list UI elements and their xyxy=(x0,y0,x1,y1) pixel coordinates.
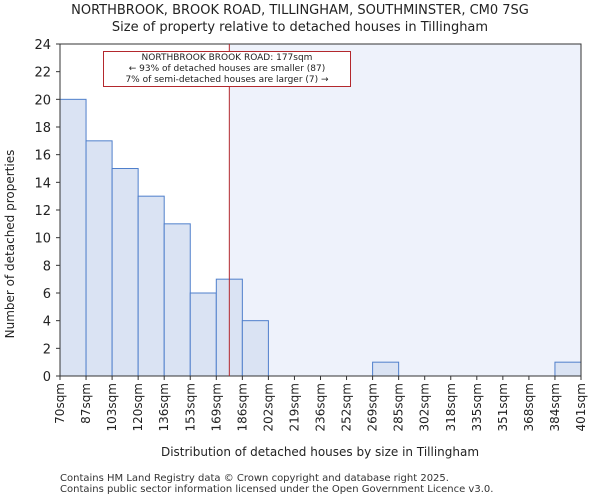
x-axis-label: Distribution of detached houses by size … xyxy=(161,445,479,459)
x-tick-label: 335sqm xyxy=(470,383,484,431)
y-tick-label: 20 xyxy=(34,93,51,108)
histogram-bar xyxy=(137,195,165,377)
histogram-bar xyxy=(59,98,87,377)
y-tick-label: 12 xyxy=(34,204,51,219)
histogram-bar xyxy=(85,140,113,377)
property-annotation-box: NORTHBROOK BROOK ROAD: 177sqm ← 93% of d… xyxy=(103,51,351,87)
x-tick-label: 384sqm xyxy=(548,383,562,431)
x-tick-label: 401sqm xyxy=(574,383,588,431)
footer-licence: Contains public sector information licen… xyxy=(60,484,494,495)
histogram-bar xyxy=(241,320,269,377)
y-tick-label: 14 xyxy=(34,176,51,191)
x-tick-label: 269sqm xyxy=(366,383,380,431)
histogram-bar xyxy=(189,292,217,377)
y-tick-label: 10 xyxy=(34,232,51,247)
x-tick-label: 186sqm xyxy=(235,383,249,431)
annotation-line-2: ← 93% of detached houses are smaller (87… xyxy=(128,64,326,74)
histogram-bar xyxy=(163,223,191,377)
y-tick-label: 16 xyxy=(34,149,51,164)
y-tick-label: 8 xyxy=(43,259,51,274)
x-tick-label: 219sqm xyxy=(287,383,301,431)
histogram-bar xyxy=(111,168,139,377)
x-tick-label: 236sqm xyxy=(314,383,328,431)
x-tick-label: 136sqm xyxy=(157,383,171,431)
y-tick-label: 22 xyxy=(34,66,51,81)
x-tick-label: 120sqm xyxy=(131,383,145,431)
x-tick-label: 318sqm xyxy=(444,383,458,431)
larger-size-region xyxy=(229,44,581,376)
footer-copyright: Contains HM Land Registry data © Crown c… xyxy=(60,473,449,484)
y-tick-label: 4 xyxy=(43,315,51,330)
y-tick-label: 6 xyxy=(43,287,51,302)
y-tick-label: 18 xyxy=(34,121,51,136)
y-tick-label: 0 xyxy=(43,370,51,385)
y-tick-label: 2 xyxy=(43,342,51,357)
chart-subtitle: Size of property relative to detached ho… xyxy=(111,20,489,35)
x-tick-label: 169sqm xyxy=(209,383,223,431)
y-tick-label: 24 xyxy=(34,38,51,53)
y-axis-label: Number of detached properties xyxy=(3,150,17,339)
x-tick-label: 368sqm xyxy=(522,383,536,431)
histogram-bar xyxy=(372,361,400,377)
x-tick-label: 87sqm xyxy=(79,383,93,424)
x-tick-label: 103sqm xyxy=(105,383,119,431)
annotation-line-3: 7% of semi-detached houses are larger (7… xyxy=(125,75,329,85)
x-tick-label: 302sqm xyxy=(418,383,432,431)
x-tick-label: 202sqm xyxy=(261,383,275,431)
x-tick-label: 351sqm xyxy=(496,383,510,431)
chart-title: NORTHBROOK, BROOK ROAD, TILLINGHAM, SOUT… xyxy=(71,3,529,18)
x-tick-label: 285sqm xyxy=(392,383,406,431)
annotation-line-1: NORTHBROOK BROOK ROAD: 177sqm xyxy=(141,53,313,63)
x-tick-label: 70sqm xyxy=(53,383,67,424)
x-tick-label: 153sqm xyxy=(183,383,197,431)
x-tick-label: 252sqm xyxy=(340,383,354,431)
histogram-bar xyxy=(554,361,582,377)
